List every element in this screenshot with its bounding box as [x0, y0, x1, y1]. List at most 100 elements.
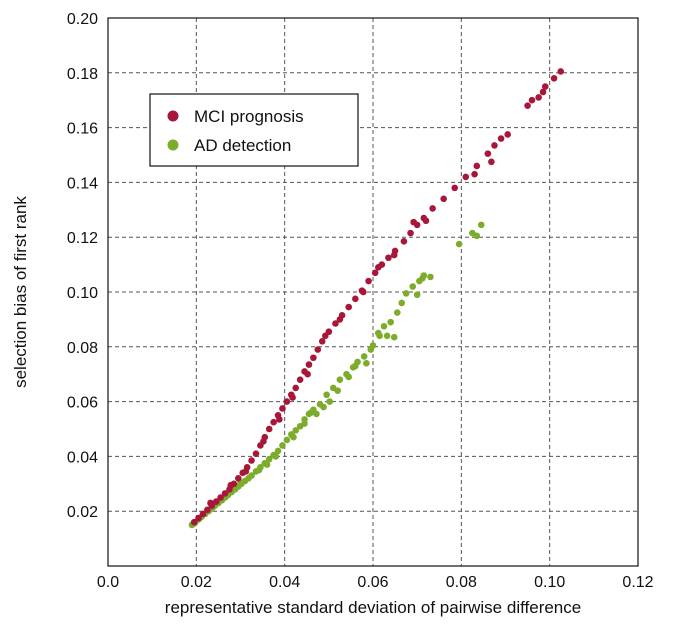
data-point-ad-detection — [274, 447, 282, 455]
data-point-ad-detection — [393, 309, 401, 316]
y-tick-label: 0.20 — [67, 11, 98, 28]
y-tick-label: 0.14 — [67, 175, 98, 192]
data-point-ad-detection — [427, 273, 434, 281]
y-tick-label: 0.16 — [67, 121, 98, 138]
data-point-mci-prognosis — [242, 468, 250, 475]
data-point-ad-detection — [292, 427, 300, 434]
legend-marker-mci — [167, 110, 179, 122]
data-point-mci-prognosis — [497, 135, 505, 142]
data-point-ad-detection — [375, 329, 382, 337]
data-point-mci-prognosis — [557, 68, 565, 75]
y-tick-label: 0.06 — [67, 395, 98, 412]
data-point-ad-detection — [398, 299, 406, 307]
data-point-ad-detection — [334, 387, 341, 394]
data-point-mci-prognosis — [541, 83, 549, 90]
data-point-mci-prognosis — [535, 94, 542, 101]
legend-label-ad: AD detection — [194, 136, 291, 155]
data-point-ad-detection — [387, 318, 394, 326]
data-point-mci-prognosis — [385, 254, 392, 262]
legend: MCI prognosis AD detection — [149, 93, 359, 167]
data-point-mci-prognosis — [322, 332, 329, 340]
data-point-ad-detection — [272, 453, 280, 460]
legend-marker-ad — [167, 139, 179, 151]
data-point-mci-prognosis — [407, 229, 414, 237]
data-point-mci-prognosis — [484, 150, 492, 157]
data-point-mci-prognosis — [491, 142, 498, 149]
data-point-mci-prognosis — [318, 338, 326, 345]
data-point-ad-detection — [290, 433, 297, 441]
data-point-mci-prognosis — [471, 170, 478, 178]
data-point-ad-detection — [363, 359, 370, 367]
data-point-ad-detection — [352, 362, 359, 370]
y-tick-label: 0.02 — [67, 504, 98, 521]
tick-labels: 0.0 0.02 0.04 0.06 0.08 0.10 0.12 0.02 0.04 0.06 0… — [67, 11, 654, 591]
data-point-mci-prognosis — [283, 398, 291, 405]
data-point-mci-prognosis — [221, 490, 229, 497]
data-point-mci-prognosis — [217, 494, 224, 501]
data-point-mci-prognosis — [279, 405, 286, 412]
data-point-ad-detection — [345, 373, 353, 381]
data-point-mci-prognosis — [524, 102, 531, 109]
y-tick-label: 0.10 — [67, 285, 98, 302]
data-point-mci-prognosis — [305, 361, 313, 368]
data-point-ad-detection — [336, 376, 344, 383]
data-point-mci-prognosis — [390, 251, 398, 259]
data-point-ad-detection — [402, 290, 410, 297]
data-point-mci-prognosis — [504, 131, 512, 138]
data-point-mci-prognosis — [440, 195, 447, 203]
data-point-mci-prognosis — [332, 320, 339, 327]
data-point-ad-detection — [313, 410, 320, 418]
data-point-ad-detection — [283, 436, 291, 444]
data-point-mci-prognosis — [199, 510, 207, 518]
data-point-ad-detection — [473, 232, 481, 240]
data-point-ad-detection — [307, 409, 315, 416]
data-point-mci-prognosis — [539, 88, 547, 96]
y-tick-label: 0.04 — [67, 449, 98, 466]
data-point-mci-prognosis — [488, 158, 495, 166]
data-point-mci-prognosis — [451, 184, 459, 192]
data-point-mci-prognosis — [212, 498, 220, 505]
data-point-mci-prognosis — [336, 316, 344, 323]
x-tick-label: 0.0 — [97, 574, 119, 591]
data-point-ad-detection — [255, 466, 263, 474]
data-point-mci-prognosis — [227, 481, 235, 489]
data-point-ad-detection — [360, 353, 368, 360]
data-point-mci-prognosis — [345, 303, 353, 311]
data-point-mci-prognosis — [195, 514, 202, 522]
data-point-ad-detection — [301, 420, 308, 427]
x-axis-label: representative standard deviation of pai… — [165, 598, 581, 617]
data-point-ad-detection — [323, 391, 330, 399]
data-point-mci-prognosis — [296, 376, 304, 383]
data-point-ad-detection — [455, 240, 463, 248]
data-point-mci-prognosis — [375, 264, 382, 271]
data-point-mci-prognosis — [190, 518, 198, 526]
y-tick-label: 0.12 — [67, 230, 98, 247]
data-point-ad-detection — [409, 283, 417, 290]
data-point-mci-prognosis — [276, 416, 283, 423]
data-point-mci-prognosis — [365, 277, 372, 285]
data-point-mci-prognosis — [204, 506, 211, 514]
data-point-ad-detection — [380, 322, 388, 330]
data-point-mci-prognosis — [550, 74, 558, 82]
data-point-mci-prognosis — [314, 346, 322, 353]
data-point-mci-prognosis — [473, 162, 481, 170]
plot-frame — [107, 17, 639, 567]
data-point-mci-prognosis — [429, 205, 436, 212]
data-point-mci-prognosis — [207, 499, 214, 507]
x-tick-label: 0.02 — [181, 574, 212, 591]
data-point-mci-prognosis — [352, 295, 359, 303]
legend-label-mci: MCI prognosis — [194, 107, 304, 126]
data-point-ad-detection — [477, 221, 485, 229]
data-point-mci-prognosis — [304, 370, 311, 378]
data-point-mci-prognosis — [462, 173, 470, 181]
data-point-ad-detection — [265, 455, 273, 463]
data-point-mci-prognosis — [265, 425, 273, 433]
data-point-mci-prognosis — [422, 217, 430, 225]
y-tick-label: 0.08 — [67, 340, 98, 357]
data-point-ad-detection — [369, 342, 377, 349]
data-point-ad-detection — [383, 332, 391, 340]
data-point-mci-prognosis — [260, 438, 267, 445]
data-point-mci-prognosis — [289, 394, 296, 401]
data-point-mci-prognosis — [234, 475, 242, 482]
